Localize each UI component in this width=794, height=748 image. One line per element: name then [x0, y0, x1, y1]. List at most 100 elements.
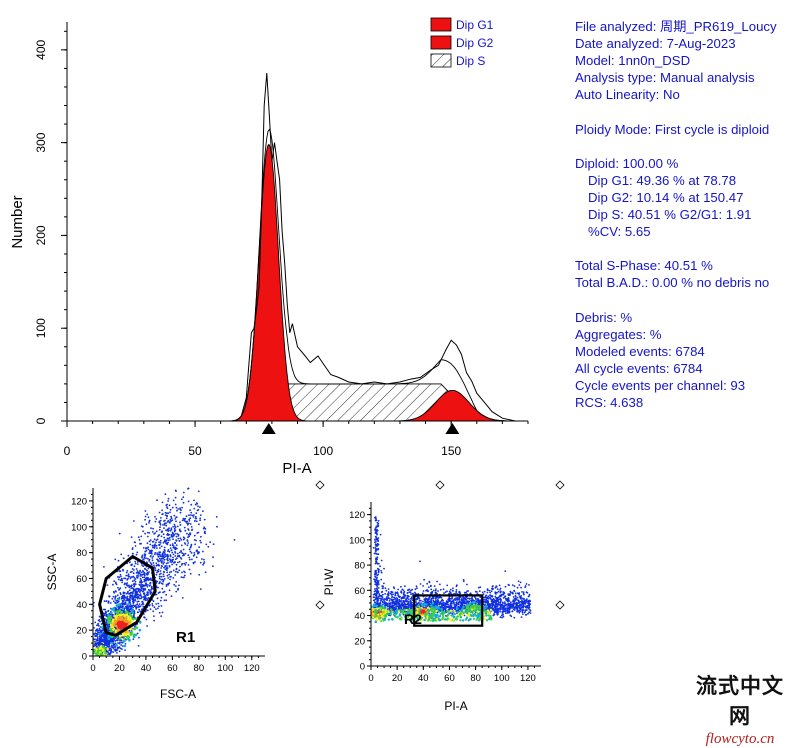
scatter-fsc-ssc-dot	[158, 582, 160, 584]
scatter-fsc-ssc-dot	[145, 557, 147, 559]
scatter-fsc-ssc-dot	[132, 553, 134, 555]
scatter-pia-piw-dot	[461, 602, 463, 604]
scatter-fsc-ssc-dot	[126, 572, 128, 574]
scatter-pia-piw-dot	[445, 591, 447, 593]
scatter-pia-piw-dot	[441, 605, 443, 607]
scatter-fsc-ssc-dot	[144, 617, 146, 619]
scatter-pia-piw-dot	[388, 588, 390, 590]
scatter-pia-piw-density-dot	[366, 610, 369, 613]
scatter-pia-piw-dot	[515, 592, 517, 594]
scatter-pia-piw-dot	[410, 591, 412, 593]
scatter-fsc-ssc-dot	[165, 514, 167, 516]
scatter-fsc-ssc-dot	[118, 560, 120, 562]
scatter-fsc-ssc-density-dot	[126, 614, 129, 617]
scatter-fsc-ssc-dot	[202, 551, 204, 553]
scatter-fsc-ssc-y-tick-label: 100	[71, 522, 87, 533]
scatter-pia-piw-dot	[451, 607, 453, 609]
scatter-pia-piw-dot	[443, 588, 445, 590]
scatter-fsc-ssc-dot	[199, 517, 201, 519]
scatter-pia-piw-dot	[437, 590, 439, 592]
scatter-pia-piw-dot	[526, 598, 528, 600]
scatter-fsc-ssc-dot	[162, 592, 164, 594]
scatter-fsc-ssc-dot	[162, 558, 164, 560]
scatter-fsc-ssc-dot	[166, 585, 168, 587]
scatter-fsc-ssc-dot	[132, 607, 134, 609]
scatter-pia-piw-density-dot	[368, 611, 371, 614]
scatter-pia-piw-dot	[513, 617, 515, 619]
scatter-pia-piw-dot	[505, 598, 507, 600]
scatter-fsc-ssc-dot	[173, 500, 175, 502]
scatter-fsc-ssc-density-dot	[118, 621, 121, 624]
scatter-pia-piw-density-dot	[373, 604, 376, 607]
scatter-fsc-ssc-dot	[139, 603, 141, 605]
scatter-pia-piw-dot	[503, 593, 505, 595]
scatter-fsc-ssc-dot	[162, 560, 164, 562]
scatter-fsc-ssc-dot	[234, 539, 236, 541]
scatter-fsc-ssc-dot	[160, 570, 162, 572]
scatter-fsc-ssc-dot	[122, 600, 124, 602]
scatter-pia-piw-dot	[374, 517, 376, 519]
scatter-fsc-ssc-dot	[168, 549, 170, 551]
scatter-fsc-ssc-y-tick-label: 20	[76, 626, 87, 637]
scatter-pia-piw-dot	[384, 598, 386, 600]
scatter-fsc-ssc-dot	[181, 545, 183, 547]
scatter-pia-piw-dot	[463, 579, 465, 581]
scatter-pia-piw-dot	[508, 600, 510, 602]
scatter-pia-piw-dot	[374, 601, 376, 603]
scatter-pia-piw-dot	[458, 604, 460, 606]
scatter-fsc-ssc-dot	[188, 523, 190, 525]
scatter-pia-piw-dot	[375, 560, 377, 562]
scatter-pia-piw-dot	[521, 599, 523, 601]
scatter-fsc-ssc-dot	[198, 551, 200, 553]
scatter-fsc-ssc-dot	[96, 646, 98, 648]
scatter-pia-piw-density-dot	[456, 607, 459, 610]
scatter-fsc-ssc-dot	[173, 515, 175, 517]
scatter-fsc-ssc-dot	[110, 652, 112, 654]
scatter-fsc-ssc-dot	[94, 632, 96, 634]
scatter-fsc-ssc-dot	[165, 493, 167, 495]
scatter-pia-piw-dot	[375, 563, 377, 565]
scatter-pia-piw-dot	[518, 584, 520, 586]
scatter-pia-piw-dot	[381, 572, 383, 574]
scatter-fsc-ssc-dot	[205, 571, 207, 573]
scatter-fsc-ssc-dot	[122, 645, 124, 647]
scatter-pia-piw-dot	[382, 602, 384, 604]
scatter-fsc-ssc-dot	[157, 608, 159, 610]
scatter-fsc-ssc-dot	[123, 599, 125, 601]
scatter-fsc-ssc-dot	[166, 512, 168, 514]
scatter-fsc-ssc-dot	[154, 606, 156, 608]
scatter-fsc-ssc-dot	[118, 647, 120, 649]
scatter-fsc-ssc-dot	[193, 563, 195, 565]
scatter-fsc-ssc-dot	[119, 607, 121, 609]
scatter-pia-piw-dot	[475, 597, 477, 599]
scatter-fsc-ssc-dot	[167, 521, 169, 523]
scatter-fsc-ssc-density-dot	[103, 647, 106, 650]
scatter-fsc-ssc-dot	[140, 574, 142, 576]
scatter-fsc-ssc-dot	[151, 563, 153, 565]
scatter-fsc-ssc-dot	[184, 542, 186, 544]
scatter-fsc-ssc-dot	[162, 513, 164, 515]
scatter-fsc-ssc-dot	[106, 620, 108, 622]
scatter-fsc-ssc-dot	[168, 498, 170, 500]
scatter-pia-piw-dot	[514, 600, 516, 602]
scatter-fsc-ssc-dot	[140, 595, 142, 597]
scatter-pia-piw-dot	[390, 602, 392, 604]
scatter-fsc-ssc-dot	[186, 539, 188, 541]
scatter-pia-piw-dot	[377, 580, 379, 582]
scatter-fsc-ssc-dot	[154, 516, 156, 518]
scatter-fsc-ssc-y-tick-label: 40	[76, 600, 87, 611]
scatter-fsc-ssc-dot	[159, 576, 161, 578]
scatter-pia-piw-dot	[510, 601, 512, 603]
scatter-pia-piw-dot	[518, 580, 520, 582]
scatter-fsc-ssc-dot	[200, 588, 202, 590]
scatter-pia-piw-dot	[400, 590, 402, 592]
scatter-fsc-ssc-dot	[191, 529, 193, 531]
scatter-fsc-ssc-dot	[153, 620, 155, 622]
scatter-fsc-ssc-dot	[127, 575, 129, 577]
scatter-fsc-ssc-dot	[121, 636, 123, 638]
scatter-fsc-ssc-dot	[184, 527, 186, 529]
scatter-pia-piw-dot	[391, 599, 393, 601]
scatter-fsc-ssc-dot	[161, 605, 163, 607]
scatter-pia-piw-dot	[518, 592, 520, 594]
